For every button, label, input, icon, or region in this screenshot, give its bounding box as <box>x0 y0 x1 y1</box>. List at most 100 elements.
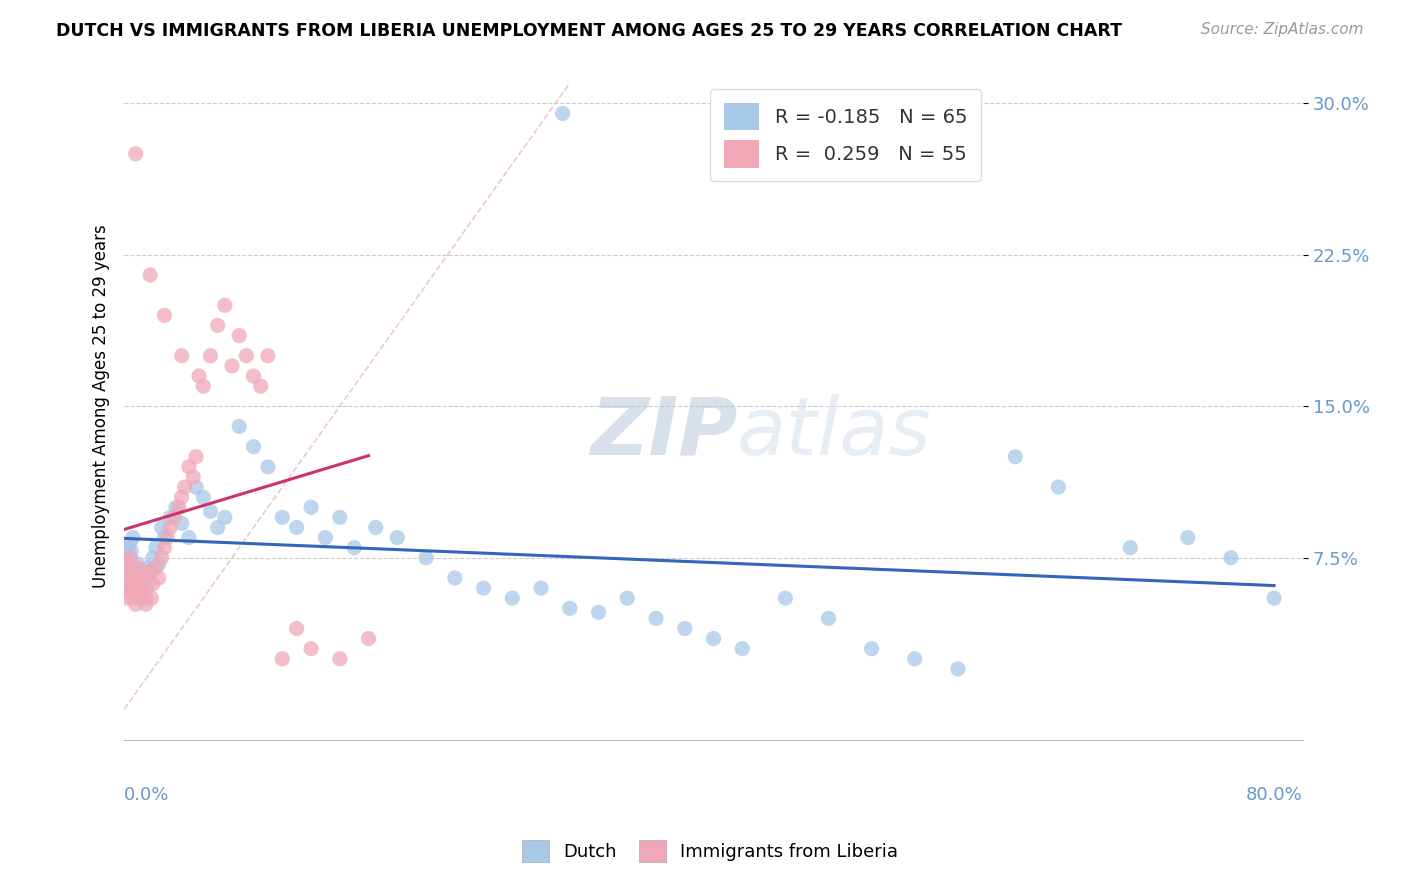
Point <box>139 565 162 579</box>
Point <box>159 520 181 534</box>
Point <box>125 585 148 599</box>
Point <box>132 571 155 585</box>
Point <box>153 309 176 323</box>
Point <box>329 510 352 524</box>
Point <box>257 349 280 363</box>
Text: ZIP: ZIP <box>589 394 737 472</box>
Point <box>121 571 143 585</box>
Legend: R = -0.185   N = 65, R =  0.259   N = 55: R = -0.185 N = 65, R = 0.259 N = 55 <box>710 89 981 181</box>
Point <box>181 470 204 484</box>
Point <box>285 622 308 636</box>
Point <box>128 565 150 579</box>
Point <box>249 379 271 393</box>
Point <box>472 581 495 595</box>
Point <box>153 531 176 545</box>
Point <box>285 520 308 534</box>
Point <box>228 419 250 434</box>
Point <box>131 585 153 599</box>
Point <box>159 510 181 524</box>
Point <box>1119 541 1142 555</box>
Point <box>588 605 610 619</box>
Point <box>200 349 222 363</box>
Point <box>129 581 152 595</box>
Point <box>145 561 167 575</box>
Point <box>163 510 186 524</box>
Point <box>136 561 159 575</box>
Point <box>616 591 638 606</box>
Point <box>118 536 141 550</box>
Point <box>329 652 352 666</box>
Legend: Dutch, Immigrants from Liberia: Dutch, Immigrants from Liberia <box>515 833 905 870</box>
Point <box>150 550 173 565</box>
Point <box>141 591 163 606</box>
Point <box>124 581 146 595</box>
Point <box>127 571 149 585</box>
Point <box>121 531 143 545</box>
Point <box>188 368 211 383</box>
Point <box>1263 591 1285 606</box>
Text: DUTCH VS IMMIGRANTS FROM LIBERIA UNEMPLOYMENT AMONG AGES 25 TO 29 YEARS CORRELAT: DUTCH VS IMMIGRANTS FROM LIBERIA UNEMPLO… <box>56 22 1122 40</box>
Point <box>156 531 179 545</box>
Point <box>148 571 170 585</box>
Point <box>135 597 157 611</box>
Point <box>134 577 156 591</box>
Point <box>118 550 141 565</box>
Point <box>120 561 142 575</box>
Point <box>271 652 294 666</box>
Point <box>120 545 142 559</box>
Point <box>139 268 162 282</box>
Point <box>165 500 187 515</box>
Point <box>117 565 139 579</box>
Point <box>132 591 155 606</box>
Point <box>731 641 754 656</box>
Point <box>127 557 149 571</box>
Point <box>207 318 229 333</box>
Point <box>530 581 553 595</box>
Text: 0.0%: 0.0% <box>124 786 170 805</box>
Point <box>1177 531 1199 545</box>
Point <box>150 520 173 534</box>
Point <box>1219 550 1241 565</box>
Point <box>193 379 215 393</box>
Point <box>242 368 264 383</box>
Point <box>129 581 152 595</box>
Point <box>170 490 193 504</box>
Point <box>120 577 142 591</box>
Point <box>1047 480 1070 494</box>
Point <box>125 571 148 585</box>
Point <box>214 510 236 524</box>
Point <box>200 504 222 518</box>
Point <box>343 541 366 555</box>
Point <box>193 490 215 504</box>
Point <box>124 561 146 575</box>
Point <box>271 510 294 524</box>
Point <box>415 550 437 565</box>
Point <box>443 571 465 585</box>
Y-axis label: Unemployment Among Ages 25 to 29 years: Unemployment Among Ages 25 to 29 years <box>93 225 110 588</box>
Text: atlas: atlas <box>737 394 932 472</box>
Point <box>131 585 153 599</box>
Point <box>221 359 243 373</box>
Point <box>177 531 200 545</box>
Point <box>136 581 159 595</box>
Point <box>128 561 150 575</box>
Point <box>139 565 162 579</box>
Point <box>257 459 280 474</box>
Point <box>125 146 148 161</box>
Point <box>115 550 138 565</box>
Point <box>134 571 156 585</box>
Point <box>173 480 195 494</box>
Point <box>167 500 190 515</box>
Point <box>184 480 207 494</box>
Point <box>145 541 167 555</box>
Point <box>153 541 176 555</box>
Point <box>214 298 236 312</box>
Point <box>138 565 160 579</box>
Point <box>299 500 322 515</box>
Point <box>177 459 200 474</box>
Point <box>946 662 969 676</box>
Point <box>142 550 165 565</box>
Point <box>501 591 523 606</box>
Point <box>228 328 250 343</box>
Point <box>184 450 207 464</box>
